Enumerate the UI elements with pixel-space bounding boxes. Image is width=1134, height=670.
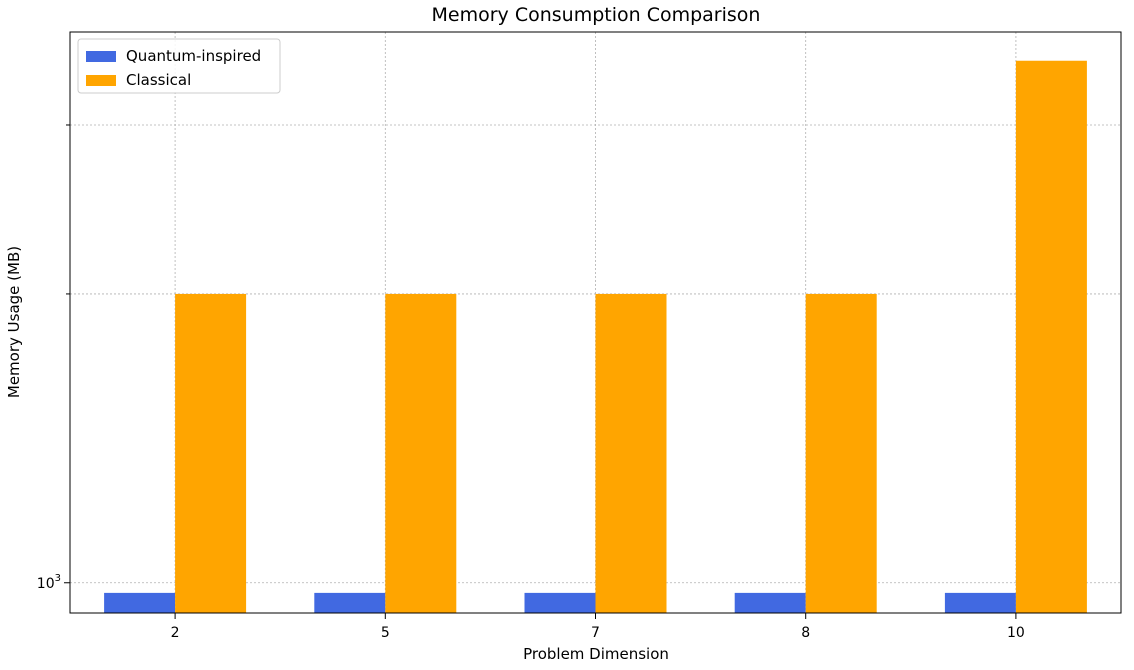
- bar: [595, 293, 667, 613]
- chart-title: Memory Consumption Comparison: [432, 4, 761, 26]
- bar: [175, 293, 247, 613]
- legend-swatch: [86, 51, 116, 62]
- x-axis-label: Problem Dimension: [523, 645, 669, 663]
- legend: Quantum-inspired Classical: [77, 38, 281, 94]
- y-tick-label: 103: [37, 573, 61, 592]
- x-tick-label: 8: [801, 625, 810, 641]
- x-tick-label: 10: [1007, 625, 1025, 641]
- legend-swatch: [86, 75, 116, 86]
- bar: [944, 592, 1016, 613]
- y-axis-label: Memory Usage (MB): [5, 246, 23, 398]
- x-tick-label: 2: [171, 625, 180, 641]
- legend-label: Quantum-inspired: [126, 47, 261, 65]
- bar: [104, 592, 176, 613]
- legend-label: Classical: [126, 71, 191, 89]
- plot-frame: [69, 31, 1122, 614]
- x-tick-label: 5: [381, 625, 390, 641]
- bar: [805, 293, 877, 613]
- bar: [524, 592, 596, 613]
- x-tick-label: 7: [591, 625, 600, 641]
- bar: [385, 293, 457, 613]
- bar: [734, 592, 806, 613]
- ticks-layer: 103 2 5 7 8 10: [37, 31, 1122, 641]
- bar: [1015, 60, 1087, 614]
- legend-box: [77, 38, 281, 94]
- bars-layer: [104, 60, 1087, 614]
- bar: [314, 592, 386, 613]
